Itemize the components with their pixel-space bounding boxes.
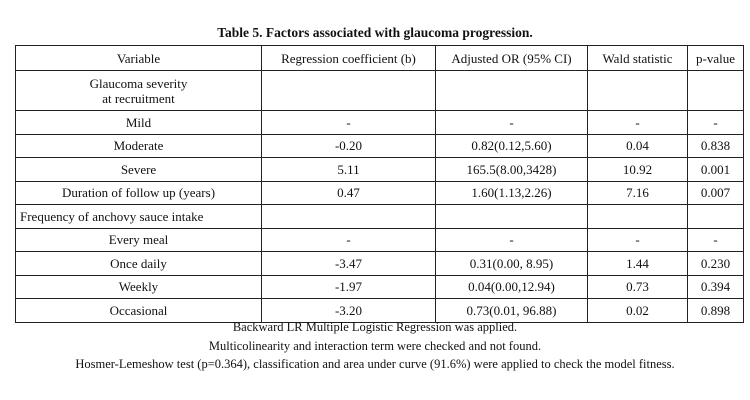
cell-adjusted-or: - <box>435 110 588 135</box>
footnote: Multicolinearity and interaction term we… <box>208 338 542 353</box>
cell-p-value: 0.898 <box>687 298 744 323</box>
table-row: Once daily -3.47 0.31(0.00, 8.95) 1.44 0… <box>15 251 744 276</box>
table-row: Occasional -3.20 0.73(0.01, 96.88) 0.02 … <box>15 298 744 323</box>
cell-p-value <box>687 70 744 111</box>
table-row: Every meal - - - - <box>15 227 744 252</box>
row-label: Occasional <box>15 298 262 323</box>
table-row: Weekly -1.97 0.04(0.00,12.94) 0.73 0.394 <box>15 274 744 299</box>
cell-adjusted-or: 0.04(0.00,12.94) <box>435 274 588 299</box>
cell-p-value: 0.838 <box>687 133 744 158</box>
row-label: Glaucoma severity at recruitment <box>15 70 262 111</box>
table-row: Duration of follow up (years) 0.47 1.60(… <box>15 180 744 205</box>
row-label: Every meal <box>15 227 262 252</box>
cell-coefficient: -3.47 <box>261 251 436 276</box>
cell-wald <box>587 204 688 229</box>
cell-p-value: 0.230 <box>687 251 744 276</box>
cell-wald: 0.73 <box>587 274 688 299</box>
cell-wald: 1.44 <box>587 251 688 276</box>
table-row: Mild - - - - <box>15 110 744 135</box>
header-row: Variable Regression coefficient (b) Adju… <box>15 45 744 71</box>
col-header-variable: Variable <box>15 45 262 71</box>
cell-wald <box>587 70 688 111</box>
row-label: Frequency of anchovy sauce intake <box>15 204 262 229</box>
row-label: Mild <box>15 110 262 135</box>
row-label: Moderate <box>15 133 262 158</box>
cell-coefficient: 5.11 <box>261 157 436 182</box>
table-row: Frequency of anchovy sauce intake <box>15 204 744 229</box>
table-row: Glaucoma severity at recruitment <box>15 70 744 111</box>
cell-wald: 0.04 <box>587 133 688 158</box>
cell-adjusted-or: 0.82(0.12,5.60) <box>435 133 588 158</box>
cell-p-value: 0.394 <box>687 274 744 299</box>
cell-wald: 0.02 <box>587 298 688 323</box>
col-header-adjusted-or: Adjusted OR (95% CI) <box>435 45 588 71</box>
cell-wald: 7.16 <box>587 180 688 205</box>
footnote: Hosmer-Lemeshow test (p=0.364), classifi… <box>75 357 675 371</box>
row-label: Severe <box>15 157 262 182</box>
table-row: Severe 5.11 165.5(8.00,3428) 10.92 0.001 <box>15 157 744 182</box>
cell-adjusted-or: 1.60(1.13,2.26) <box>435 180 588 205</box>
col-header-p-value: p-value <box>687 45 744 71</box>
cell-coefficient: -3.20 <box>261 298 436 323</box>
cell-coefficient: - <box>261 227 436 252</box>
cell-p-value: 0.001 <box>687 157 744 182</box>
cell-p-value: - <box>687 227 744 252</box>
cell-adjusted-or: - <box>435 227 588 252</box>
row-label: Once daily <box>15 251 262 276</box>
cell-coefficient: 0.47 <box>261 180 436 205</box>
col-header-coefficient: Regression coefficient (b) <box>261 45 436 71</box>
footnote: Backward LR Multiple Logistic Regression… <box>232 320 518 334</box>
cell-coefficient: - <box>261 110 436 135</box>
cell-adjusted-or <box>435 70 588 111</box>
cell-coefficient: -1.97 <box>261 274 436 299</box>
cell-p-value <box>687 204 744 229</box>
row-label: Weekly <box>15 274 262 299</box>
cell-wald: 10.92 <box>587 157 688 182</box>
cell-coefficient: -0.20 <box>261 133 436 158</box>
table-title: Table 5. Factors associated with glaucom… <box>217 25 533 40</box>
table-footnotes: Backward LR Multiple Logistic Regression… <box>0 318 750 374</box>
cell-adjusted-or: 0.31(0.00, 8.95) <box>435 251 588 276</box>
cell-adjusted-or: 165.5(8.00,3428) <box>435 157 588 182</box>
cell-p-value: 0.007 <box>687 180 744 205</box>
cell-coefficient <box>261 70 436 111</box>
cell-adjusted-or <box>435 204 588 229</box>
cell-coefficient <box>261 204 436 229</box>
cell-wald: - <box>587 227 688 252</box>
row-label: Duration of follow up (years) <box>15 180 262 205</box>
cell-p-value: - <box>687 110 744 135</box>
data-table: Variable Regression coefficient (b) Adju… <box>15 45 744 323</box>
col-header-wald: Wald statistic <box>587 45 688 71</box>
cell-wald: - <box>587 110 688 135</box>
table-row: Moderate -0.20 0.82(0.12,5.60) 0.04 0.83… <box>15 133 744 158</box>
